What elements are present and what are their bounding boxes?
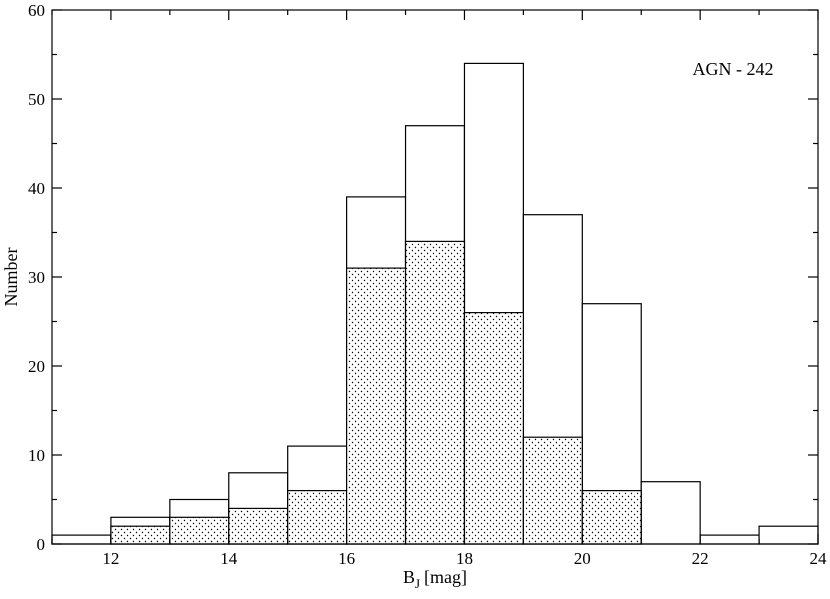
x-tick-label: 12 (102, 549, 119, 568)
x-tick-label: 14 (220, 549, 238, 568)
total-bar-12 (758, 525, 819, 545)
x-tick-label: 22 (692, 549, 709, 568)
x-tick-label: 24 (810, 549, 828, 568)
x-tick-label: 20 (574, 549, 591, 568)
y-tick-label: 10 (28, 446, 45, 465)
dotted-bar-5 (346, 267, 407, 545)
annotation-label: AGN - 242 (693, 59, 774, 79)
y-tick-label: 0 (37, 535, 46, 554)
total-bar-10 (640, 481, 701, 545)
dotted-bar-8 (522, 436, 583, 545)
total-bar-11 (699, 534, 760, 545)
dotted-bars (110, 240, 642, 545)
x-axis-title: BJ [mag] (403, 567, 467, 591)
total-bar-0 (51, 534, 112, 545)
y-axis-title: Number (1, 248, 21, 307)
y-tick-label: 50 (28, 90, 45, 109)
x-tick-label: 16 (338, 549, 355, 568)
dotted-bar-9 (581, 490, 642, 545)
x-axis-title-unit: [mag] (424, 567, 467, 587)
dotted-bar-7 (463, 312, 524, 545)
dotted-bar-2 (169, 516, 230, 545)
y-tick-label: 20 (28, 357, 45, 376)
y-tick-label: 40 (28, 179, 45, 198)
dotted-bar-6 (404, 240, 466, 545)
plot-frame (51, 9, 819, 545)
y-tick-label: 30 (28, 268, 45, 287)
x-tick-label: 18 (456, 549, 473, 568)
x-axis-title-subscript: J (415, 576, 420, 591)
dotted-bar-4 (287, 490, 348, 545)
tick-labels: 12 14 16 18 20 22 24 0 10 20 30 40 50 60 (28, 1, 827, 568)
dotted-bar-1 (110, 525, 171, 545)
dotted-bar-3 (228, 507, 289, 545)
x-axis-title-main: B (403, 567, 415, 587)
y-tick-label: 60 (28, 1, 45, 20)
